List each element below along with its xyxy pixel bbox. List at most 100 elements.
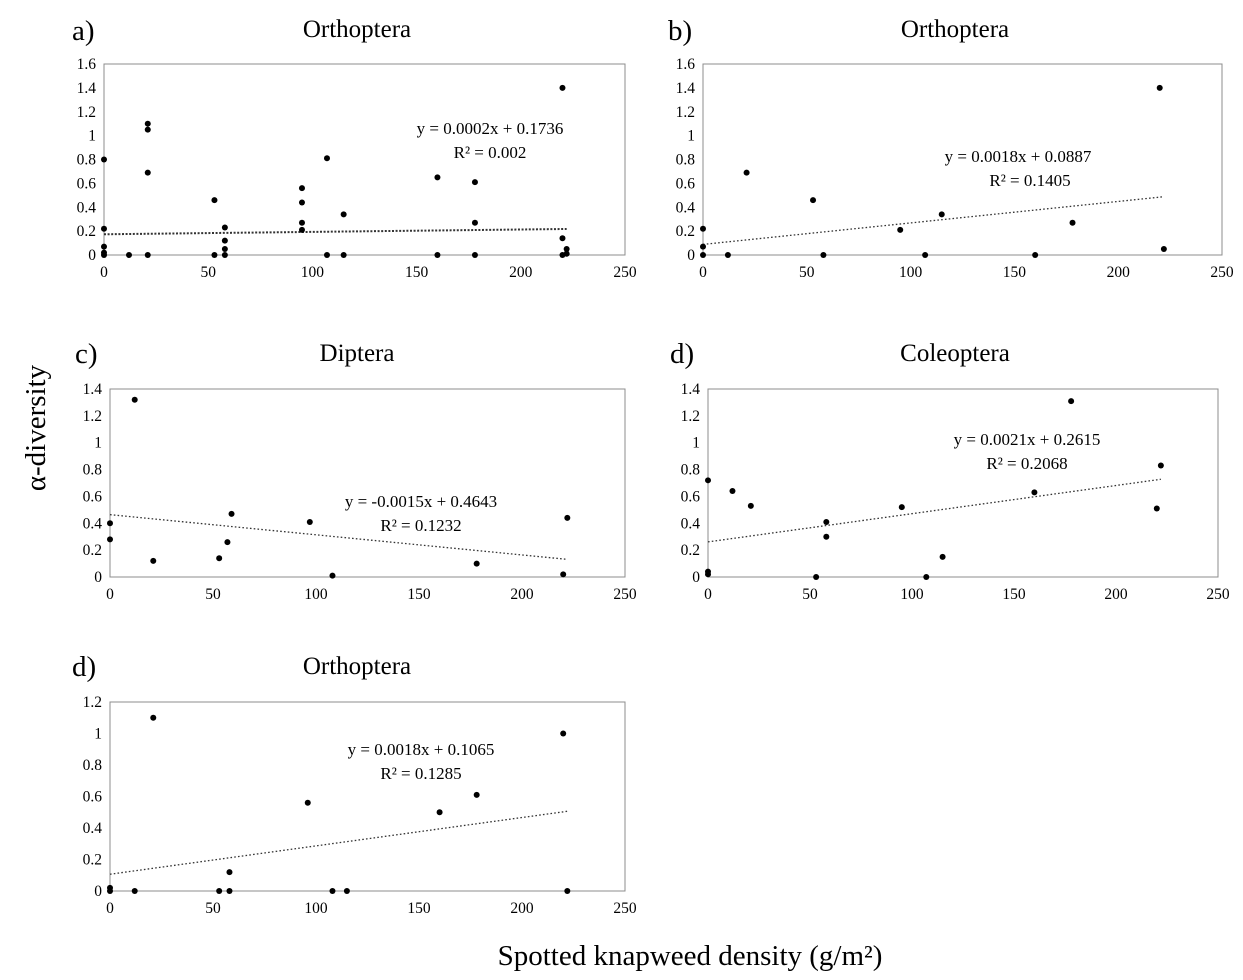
panel-b: b) Orthoptera 0 0.2 0.4 0.6 0.8 1 1.2 1.4 1.6 0 50 10…: [668, 15, 1234, 281]
data-point: [131, 888, 138, 894]
y-tick-label: 1: [94, 435, 102, 452]
y-tick-label: 1.4: [77, 80, 97, 97]
data-point: [705, 571, 711, 578]
r-squared-label: R² = 0.1285: [380, 764, 461, 783]
data-point: [810, 197, 817, 204]
x-tick-label: 100: [304, 900, 328, 917]
y-tick-label: 0.2: [676, 223, 695, 240]
data-point: [228, 510, 235, 517]
data-point: [221, 237, 228, 244]
x-tick-label: 0: [106, 586, 114, 603]
plot-area-frame: [109, 388, 626, 578]
y-tick-label: 0.2: [77, 223, 96, 240]
data-point: [564, 888, 571, 894]
y-tick-label: 0: [687, 247, 695, 264]
y-tick-label: 0.6: [676, 175, 696, 192]
x-tick-label: 50: [205, 586, 221, 603]
data-point: [101, 243, 107, 250]
data-point: [705, 477, 711, 484]
y-tick-label: 0.8: [77, 152, 97, 169]
data-point: [144, 169, 151, 176]
data-point: [126, 252, 133, 258]
y-tick-label: 1.4: [83, 381, 103, 398]
plot-area-frame: [109, 701, 626, 892]
data-point: [820, 252, 827, 258]
data-point: [340, 252, 347, 258]
panel-letter: a): [72, 15, 95, 47]
r-squared-label: R² = 0.002: [454, 143, 527, 162]
data-point: [1031, 489, 1038, 496]
y-tick-label: 0: [94, 569, 102, 586]
data-point: [304, 799, 311, 806]
data-point: [747, 502, 754, 509]
y-tick-label: 0.2: [681, 542, 700, 559]
data-point: [224, 539, 231, 546]
y-tick-label: 1.2: [83, 694, 102, 711]
data-point: [216, 888, 223, 894]
data-point: [144, 252, 151, 258]
y-tick-label: 1.4: [681, 381, 701, 398]
panel-e: d) Orthoptera 0 0.2 0.4 0.6 0.8 1 1.2 0 50 100 150 20…: [72, 651, 637, 917]
y-tick-label: 0.6: [83, 789, 103, 806]
data-point: [131, 396, 138, 403]
plot-area-frame: [707, 388, 1219, 578]
x-tick-label: 0: [699, 264, 707, 281]
y-tick-label: 1.2: [83, 408, 102, 425]
y-tick-label: 0: [692, 569, 700, 586]
y-tick-label: 0.8: [681, 462, 701, 479]
y-tick-label: 1.2: [676, 104, 695, 121]
x-tick-label: 200: [509, 264, 533, 281]
data-point: [216, 555, 223, 562]
data-point: [298, 226, 305, 233]
data-point: [563, 246, 570, 253]
data-point: [221, 252, 228, 258]
y-tick-label: 0.4: [83, 820, 103, 837]
y-tick-label: 0.4: [77, 199, 97, 216]
data-point: [1157, 462, 1164, 469]
data-point: [823, 533, 830, 540]
x-tick-label: 250: [613, 900, 637, 917]
data-point: [823, 518, 830, 525]
x-tick-label: 200: [510, 900, 534, 917]
y-tick-label: 1: [692, 435, 700, 452]
data-point: [150, 557, 157, 564]
data-point: [560, 730, 567, 737]
data-point: [101, 252, 107, 258]
data-point: [743, 169, 750, 176]
trendline-equation: y = -0.0015x + 0.4643: [345, 492, 497, 511]
trendline: [109, 810, 568, 875]
trendline-equation: y = 0.0021x + 0.2615: [954, 430, 1101, 449]
data-point: [700, 243, 706, 250]
x-tick-label: 50: [200, 264, 216, 281]
data-point: [700, 225, 706, 232]
data-point: [700, 252, 706, 258]
data-point: [211, 252, 218, 258]
x-tick-label: 150: [1003, 264, 1027, 281]
panel-title: Orthoptera: [901, 16, 1009, 43]
data-point: [329, 888, 336, 894]
x-tick-label: 200: [1107, 264, 1131, 281]
data-point: [473, 791, 480, 798]
data-point: [559, 235, 566, 242]
panel-title: Coleoptera: [900, 340, 1010, 367]
y-tick-label: 1: [687, 128, 695, 145]
panel-title: Diptera: [320, 340, 395, 367]
panel-letter: d): [670, 338, 694, 370]
data-point: [724, 252, 731, 258]
panel-title: Orthoptera: [303, 16, 411, 43]
x-tick-label: 150: [1002, 586, 1026, 603]
y-tick-label: 0.6: [83, 488, 103, 505]
data-point: [107, 536, 113, 543]
data-point: [471, 252, 478, 258]
r-squared-label: R² = 0.2068: [986, 454, 1067, 473]
data-point: [323, 252, 330, 258]
x-tick-label: 50: [802, 586, 818, 603]
y-tick-label: 0.4: [676, 199, 696, 216]
x-tick-label: 50: [205, 900, 221, 917]
data-point: [939, 553, 946, 560]
x-tick-label: 250: [613, 264, 637, 281]
y-tick-label: 1.2: [77, 104, 96, 121]
data-point: [323, 155, 330, 162]
